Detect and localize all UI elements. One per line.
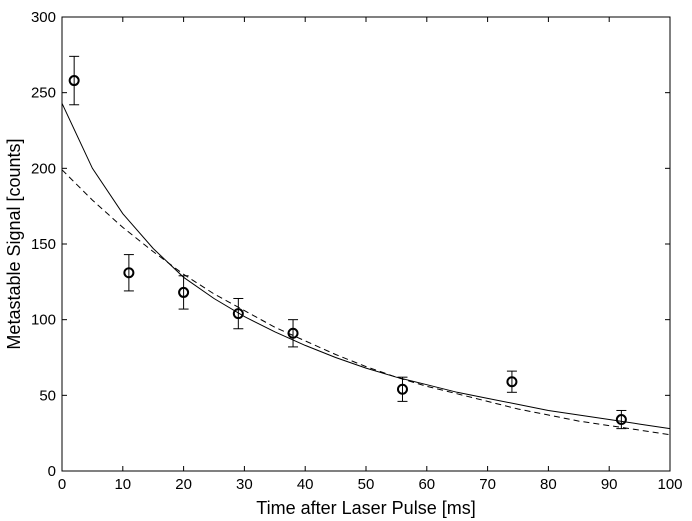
data-point [396, 376, 408, 402]
x-tick-label: 20 [175, 476, 192, 493]
data-point [506, 370, 518, 393]
x-axis-title: Time after Laser Pulse [ms] [256, 498, 475, 518]
y-axis-title: Metastable Signal [counts] [4, 138, 24, 349]
x-tick-label: 0 [58, 476, 66, 493]
point-marker [68, 75, 80, 87]
x-tick-label: 50 [358, 476, 375, 493]
data-point [178, 275, 190, 310]
point-marker [287, 327, 299, 339]
point-marker [123, 267, 135, 279]
point-marker [396, 383, 408, 395]
x-tick-label: 40 [297, 476, 314, 493]
plot-frame [61, 16, 671, 472]
x-tick-label: 90 [601, 476, 618, 493]
data-point [287, 319, 299, 348]
data-point [68, 55, 80, 106]
fit-curve-dashed [61, 169, 671, 436]
x-tick-label: 100 [657, 476, 682, 493]
point-marker [506, 376, 518, 388]
point-marker [178, 286, 190, 298]
y-tick-label: 250 [31, 85, 56, 102]
x-tick-label: 70 [479, 476, 496, 493]
y-tick-label: 50 [39, 387, 56, 404]
x-tick-label: 30 [236, 476, 253, 493]
x-tick-label: 80 [540, 476, 557, 493]
y-tick-label: 200 [31, 160, 56, 177]
x-tick-label: 60 [418, 476, 435, 493]
fit-curves [61, 103, 671, 436]
axis-ticks: 0 10 20 30 40 50 60 70 80 90 100 0 50 100 150 200 250 300 [31, 9, 683, 493]
y-tick-label: 0 [48, 463, 56, 480]
y-tick-label: 150 [31, 236, 56, 253]
y-tick-label: 100 [31, 312, 56, 329]
point-marker [232, 308, 244, 320]
data-points [68, 55, 627, 430]
y-tick-label: 300 [31, 9, 56, 26]
data-point [123, 254, 135, 292]
point-marker [615, 414, 627, 426]
data-point [615, 409, 627, 430]
fit-curve-solid [61, 103, 671, 430]
x-tick-label: 10 [114, 476, 131, 493]
data-point [232, 297, 244, 330]
